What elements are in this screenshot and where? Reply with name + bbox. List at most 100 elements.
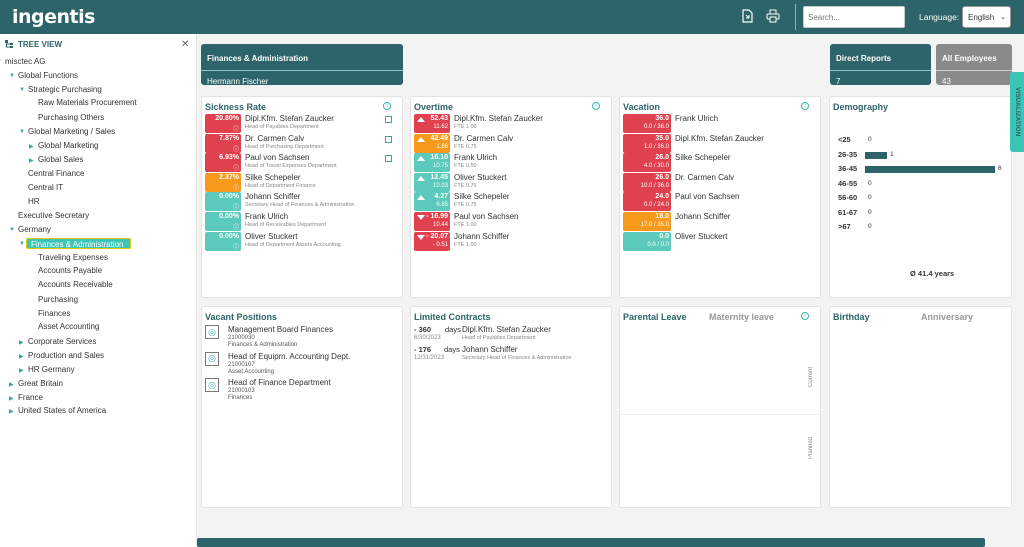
overtime-subvalue: 10.75 <box>432 163 448 170</box>
sickness-row[interactable]: 20.80% ⓘ Dipl.Kfm. Stefan Zaucker Head of P… <box>205 114 392 133</box>
tree-node[interactable]: Global Marketing / Sales <box>28 127 116 136</box>
vacation-row[interactable]: 24.0 0.0 / 24.0 Paul von Sachsen <box>623 192 808 212</box>
tree-node[interactable]: Global Marketing <box>38 141 99 150</box>
tree-node[interactable]: Global Sales <box>38 155 84 164</box>
visualization-tab[interactable]: VISUALIZATION <box>1010 72 1024 152</box>
overtime-row[interactable]: - 16.99 10.44 Paul von Sachsen FTE 1.00 <box>414 212 599 231</box>
tree-node[interactable]: Finances <box>38 309 71 318</box>
employee-fte: FTE 0.75 <box>454 202 477 209</box>
tree-node[interactable]: Finances & Administration <box>26 238 131 249</box>
anniversary-tab[interactable]: Anniversary <box>921 312 974 322</box>
chevron-right-icon[interactable]: ▶ <box>19 354 24 360</box>
vacation-row[interactable]: 18.0 17.0 / 35.0 Johann Schiffer <box>623 212 808 231</box>
chevron-down-icon[interactable]: ▼ <box>19 129 25 135</box>
tree-node[interactable]: Production and Sales <box>28 351 105 360</box>
calendar-icon[interactable] <box>385 135 392 143</box>
tree-node[interactable]: Central Finance <box>28 169 85 178</box>
overtime-row[interactable]: - 20.07- 0.51 Johann Schiffer FTE 1.00 <box>414 231 599 251</box>
tree-node[interactable]: Accounts Payable <box>38 266 103 275</box>
birthday-tab[interactable]: Birthday <box>833 312 870 322</box>
sickness-row[interactable]: 2.37% ⓘ Silke Schepeler Head of Department … <box>205 172 390 192</box>
tree-node[interactable]: Purchasing <box>38 295 79 304</box>
vacation-subvalue: 1.0 / 36.0 <box>643 143 669 150</box>
vacant-position-row[interactable]: ◎ Head of Equipm. Accounting Dept. 2100010… <box>205 351 395 379</box>
close-icon[interactable]: ✕ <box>181 39 190 50</box>
vacant-position-row[interactable]: ◎ Head of Finance Department 21000103 Finan… <box>205 378 395 405</box>
overtime-row[interactable]: 16.10 10.75 Frank Ulrich FTE 0.50 <box>414 153 599 173</box>
vacation-row[interactable]: 0.0 0.0 / 0.0 Oliver Stuckert <box>623 231 808 251</box>
limited-contract-row[interactable]: - 360 days 6/30/2023 Dipl.Kfm. Stefan Zauck… <box>414 325 609 343</box>
all-employees-card[interactable]: All Employees 43 <box>936 44 1012 86</box>
tree-node[interactable]: HR <box>28 197 40 206</box>
vacation-row[interactable]: 26.0 4.0 / 30.0 Silke Schepeler <box>623 153 808 173</box>
export-icon[interactable] <box>740 9 754 25</box>
sickness-row[interactable]: 0.00% ⓘ Frank Ulrich Head of Receivables De… <box>205 212 390 231</box>
overtime-row[interactable]: 52.43 11.62 Dipl.Kfm. Stefan Zaucker FTE 1.… <box>414 114 599 133</box>
days-unit: days <box>444 345 460 354</box>
tree-node[interactable]: Executive Secretary <box>18 211 90 220</box>
search-input[interactable] <box>803 6 905 28</box>
demography-bar[interactable] <box>865 151 887 159</box>
calendar-icon[interactable] <box>385 116 392 123</box>
chevron-right-icon[interactable]: ▶ <box>9 396 14 402</box>
vacation-row[interactable]: 35.0 1.0 / 36.0 Dipl.Kfm. Stefan Zaucker <box>623 133 808 153</box>
tree-node[interactable]: Germany <box>18 225 51 234</box>
tree-node[interactable]: Purchasing Others <box>38 113 105 122</box>
language-select[interactable]: English ⌄ <box>962 6 1011 28</box>
horizontal-scrollbar[interactable] <box>197 538 985 547</box>
chevron-down-icon[interactable]: ▼ <box>0 59 2 65</box>
maternity-leave-tab[interactable]: Maternity leave <box>709 312 775 322</box>
info-icon: ⓘ <box>232 244 239 251</box>
chevron-down-icon[interactable]: ▼ <box>9 227 15 233</box>
position-icon: ◎ <box>205 325 219 339</box>
language-value: English <box>968 12 995 22</box>
vacation-row[interactable]: 26.0 10.0 / 36.0 Dr. Carmen Calv <box>623 172 808 192</box>
print-icon[interactable] <box>766 9 780 25</box>
tree-node[interactable]: United States of America <box>18 406 107 415</box>
tree-node[interactable]: Accounts Receivable <box>38 280 113 289</box>
limited-contract-row[interactable]: - 176 days 12/31/2023 Johann Schiffer Secret… <box>414 345 609 363</box>
tree-node[interactable]: France <box>18 393 43 402</box>
info-icon[interactable]: i <box>592 102 600 110</box>
chevron-right-icon[interactable]: ▶ <box>29 158 34 164</box>
tree-node[interactable]: Great Britain <box>18 379 63 388</box>
chevron-right-icon[interactable]: ▶ <box>9 382 14 388</box>
employee-name: Dr. Carmen Calv <box>675 172 735 182</box>
info-icon[interactable]: i <box>383 102 391 110</box>
unit-card[interactable]: Finances & Administration Hermann Fische… <box>201 44 403 86</box>
vacation-row[interactable]: 36.0 0.0 / 36.0 Frank Ulrich <box>623 114 808 133</box>
sickness-row[interactable]: 7.87% ⓘ Dr. Carmen Calv Head of Purchasing … <box>205 133 392 153</box>
tree-node[interactable]: Raw Materials Procurement <box>38 98 137 107</box>
overtime-row[interactable]: 12.45 10.03 Oliver Stuckert FTE 0.75 <box>414 172 599 192</box>
tree-node[interactable]: Strategic Purchasing <box>28 85 102 94</box>
tree-node[interactable]: misctec AG <box>5 57 46 66</box>
tree-node[interactable]: Asset Accounting <box>38 322 100 331</box>
direct-reports-card[interactable]: Direct Reports 7 <box>830 44 931 86</box>
chevron-down-icon[interactable]: ▼ <box>19 241 25 247</box>
tree-node[interactable]: Global Functions <box>18 71 79 80</box>
chevron-right-icon[interactable]: ▶ <box>19 368 24 374</box>
demography-bar[interactable] <box>865 166 995 173</box>
chevron-right-icon[interactable]: ▶ <box>29 144 34 150</box>
calendar-icon[interactable] <box>385 155 392 163</box>
sickness-row[interactable]: 6.93% ⓘ Paul von Sachsen Head of Travel Exp… <box>205 153 392 173</box>
direct-reports-title: Direct Reports <box>836 54 892 63</box>
employee-name: Johann Schiffer <box>454 231 510 241</box>
chevron-down-icon[interactable]: ▼ <box>19 87 25 93</box>
chevron-right-icon[interactable]: ▶ <box>9 409 14 415</box>
tree-node[interactable]: Corporate Services <box>28 337 97 346</box>
tree-node[interactable]: Central IT <box>28 183 64 192</box>
tree-node[interactable]: HR Germany <box>28 365 75 374</box>
sickness-row[interactable]: 0.00% ⓘ Oliver Stuckert Head of Department … <box>205 231 390 251</box>
info-icon[interactable]: i <box>801 102 809 110</box>
chevron-right-icon[interactable]: ▶ <box>19 340 24 346</box>
sickness-row[interactable]: 0.00% ⓘ Johann Schiffer Secretary Head of F… <box>205 192 390 212</box>
chevron-down-icon[interactable]: ▼ <box>9 73 15 79</box>
overtime-row[interactable]: 4.27 6.85 Silke Schepeler FTE 0.75 <box>414 192 599 212</box>
overtime-row[interactable]: 42.49 1.86 Dr. Carmen Calv FTE 0.75 <box>414 133 599 153</box>
employee-name: Paul von Sachsen <box>245 153 310 163</box>
info-icon[interactable]: i <box>801 312 809 320</box>
vacant-position-row[interactable]: ◎ Management Board Finances 21000030 Financ… <box>205 325 395 352</box>
parental-leave-tab[interactable]: Parental Leave <box>623 312 687 322</box>
tree-node[interactable]: Traveling Expenses <box>38 253 108 262</box>
